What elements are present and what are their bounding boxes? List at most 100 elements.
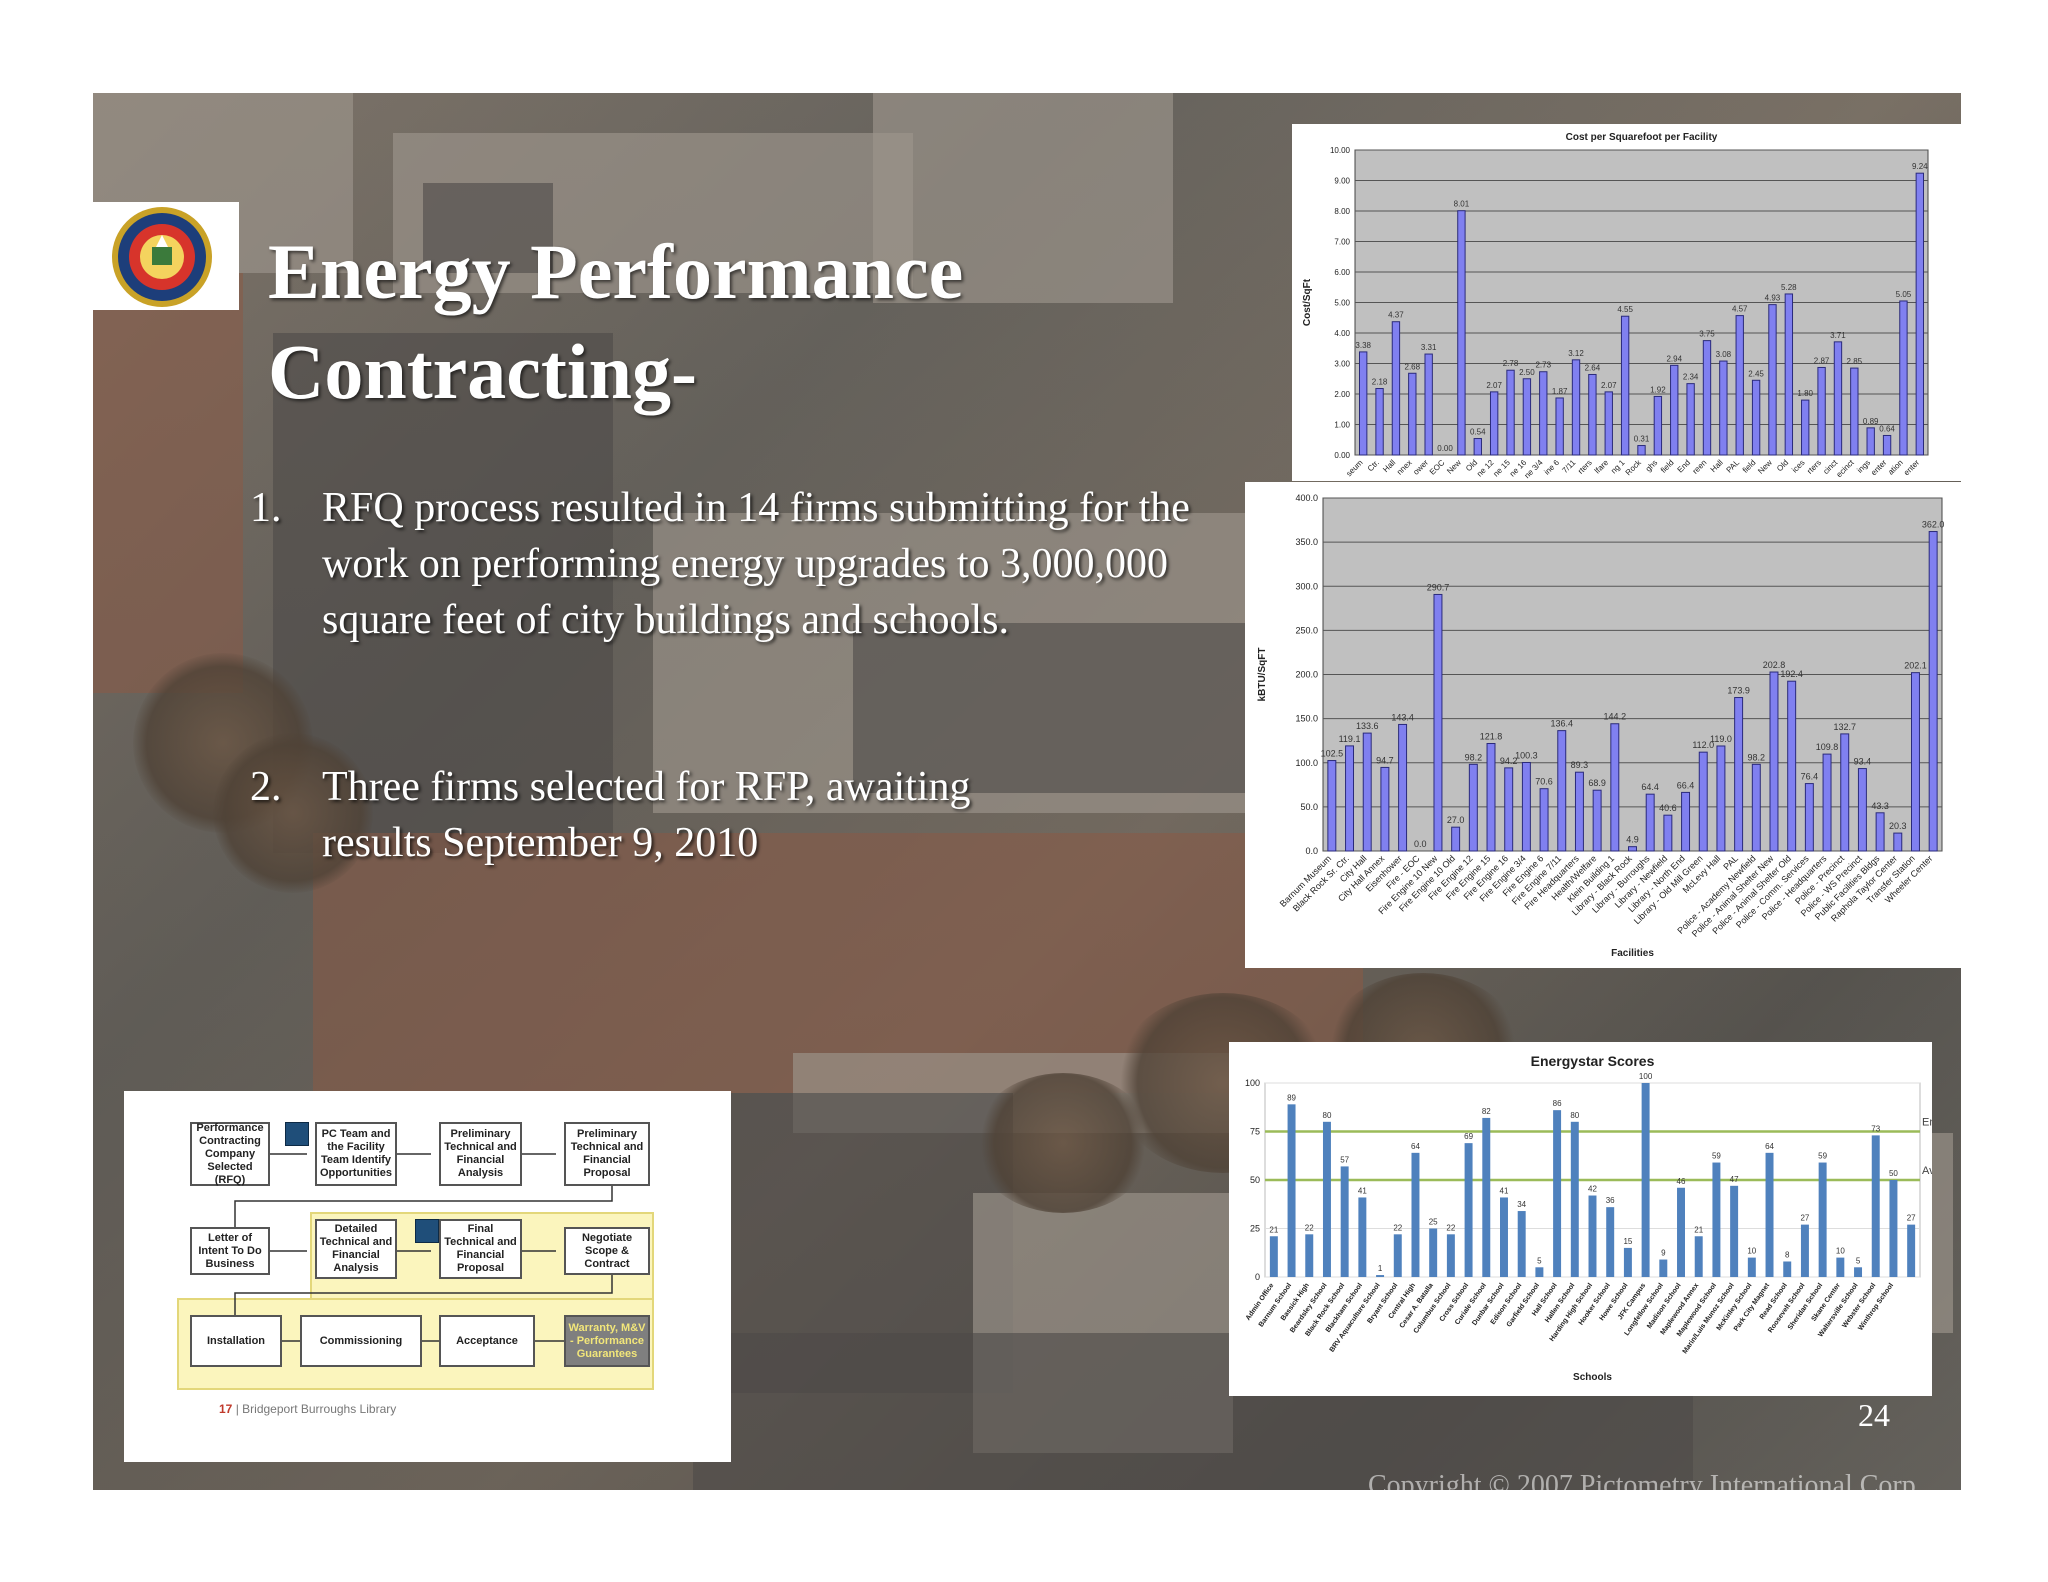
x-tick-label: rters <box>1805 458 1823 476</box>
data-label: 119.0 <box>1710 734 1732 744</box>
bar <box>1686 383 1695 456</box>
bar <box>1730 1185 1739 1277</box>
bullet-number: 1. <box>250 485 282 531</box>
data-label: 2.34 <box>1683 373 1699 382</box>
data-label: 4.93 <box>1765 294 1781 303</box>
data-label: 100.3 <box>1515 750 1538 760</box>
data-label: 21 <box>1269 1225 1278 1234</box>
data-label: 202.8 <box>1763 660 1786 670</box>
reference-line-label: Ave <box>1922 1165 1932 1177</box>
data-label: 362.0 <box>1922 520 1945 530</box>
bar <box>1398 723 1408 852</box>
bar <box>1899 300 1908 456</box>
data-label: 42 <box>1588 1185 1597 1194</box>
data-label: 22 <box>1446 1223 1455 1232</box>
data-label: 73 <box>1871 1124 1880 1133</box>
bar <box>1893 832 1903 852</box>
x-tick-label: End <box>1676 458 1692 474</box>
x-tick-label: ne 12 <box>1475 458 1496 479</box>
flow-step-acceptance: Acceptance <box>439 1315 535 1367</box>
x-tick-label: nnex <box>1395 458 1414 477</box>
data-label: 21 <box>1694 1225 1703 1234</box>
bar <box>1359 351 1368 456</box>
data-label: 76.4 <box>1801 772 1819 782</box>
x-tick-label: Hall <box>1381 458 1397 474</box>
bar <box>1362 732 1372 852</box>
flow-step-final-proposal: Final Technical and Financial Proposal <box>439 1219 522 1279</box>
data-label: 8.01 <box>1454 200 1470 209</box>
flowchart-footer-page: 17 <box>219 1402 233 1416</box>
data-label: 94.2 <box>1500 756 1518 766</box>
data-label: 27 <box>1907 1214 1916 1223</box>
y-tick-label: 10.00 <box>1330 146 1351 155</box>
bar <box>1719 360 1728 456</box>
y-tick-label: 0 <box>1255 1272 1260 1282</box>
title-line-1: Energy Performance <box>268 228 964 315</box>
bar <box>1663 814 1673 852</box>
bar <box>1641 1083 1650 1277</box>
data-label: 64 <box>1765 1142 1774 1151</box>
y-tick-label: 9.00 <box>1334 177 1350 186</box>
chart-title: Cost per Squarefoot per Facility <box>1566 132 1718 143</box>
x-tick-label: Old <box>1775 458 1790 473</box>
reference-line-label: Energy S <box>1922 1117 1932 1129</box>
data-label: 8 <box>1785 1250 1790 1259</box>
flow-marker-square <box>415 1219 439 1243</box>
bar <box>1620 315 1630 456</box>
bar <box>1375 388 1384 456</box>
y-tick-label: 75 <box>1250 1127 1260 1137</box>
x-tick-label: ne 3/4 <box>1523 458 1545 480</box>
bar <box>1850 367 1859 456</box>
data-label: 2.78 <box>1503 359 1519 368</box>
bar <box>1468 763 1478 852</box>
bullet-text: RFQ process resulted in 14 firms submitt… <box>322 485 1190 643</box>
bar <box>1928 531 1938 852</box>
data-label: 27.0 <box>1447 815 1465 825</box>
x-tick-label: Ctr. <box>1366 458 1381 473</box>
bar <box>1340 1166 1349 1277</box>
data-label: 93.4 <box>1854 757 1872 767</box>
data-label: 89 <box>1287 1093 1296 1102</box>
bar <box>1854 1267 1863 1277</box>
y-tick-label: 5.00 <box>1334 299 1350 308</box>
data-label: 5 <box>1856 1256 1861 1265</box>
bar <box>1784 293 1794 456</box>
y-tick-label: 1.00 <box>1334 421 1350 430</box>
y-tick-label: 350.0 <box>1295 537 1318 547</box>
bar <box>1768 304 1777 456</box>
data-label: 9.24 <box>1912 162 1928 171</box>
data-label: 2.87 <box>1814 356 1830 365</box>
data-label: 10 <box>1836 1247 1845 1256</box>
data-label: 41 <box>1358 1186 1367 1195</box>
flow-step-rfq: Performance Contracting Company Selected… <box>190 1122 270 1186</box>
bar <box>1637 445 1646 456</box>
bar <box>1570 1121 1579 1277</box>
data-label: 64 <box>1411 1142 1420 1151</box>
data-label: 15 <box>1623 1237 1632 1246</box>
bar <box>1645 793 1655 852</box>
bar <box>1712 1162 1721 1277</box>
page-title: Energy Performance Contracting- <box>268 222 963 422</box>
bar <box>1411 1152 1420 1277</box>
x-tick-label: New <box>1756 458 1774 476</box>
bar <box>1751 763 1761 852</box>
bar <box>1840 733 1850 852</box>
x-tick-label: rters <box>1576 458 1594 476</box>
flow-step-negotiate: Negotiate Scope & Contract <box>564 1227 650 1275</box>
data-label: 89.3 <box>1571 760 1589 770</box>
copyright-watermark: Copyright © 2007 Pictometry Internationa… <box>1368 1470 1916 1501</box>
bar <box>1500 1197 1508 1277</box>
flowchart-footer: 17 | Bridgeport Burroughs Library <box>219 1402 397 1416</box>
kbtu-per-sqft-chart: 0.0 50.0 100.0 150.0 200.0 250.0 300.0 350.0 400… <box>1257 493 1945 959</box>
bar <box>1606 1207 1615 1277</box>
data-label: 70.6 <box>1535 777 1553 787</box>
bar <box>1783 1261 1792 1277</box>
bar <box>1610 723 1620 852</box>
flowchart-footer-text: Bridgeport Burroughs Library <box>242 1402 397 1416</box>
bar <box>1482 1117 1491 1277</box>
data-label: 2.94 <box>1666 354 1682 363</box>
data-label: 57 <box>1340 1155 1349 1164</box>
data-label: 98.2 <box>1748 752 1766 762</box>
x-tick-label: New <box>1445 458 1463 476</box>
data-label: 136.4 <box>1550 719 1573 729</box>
